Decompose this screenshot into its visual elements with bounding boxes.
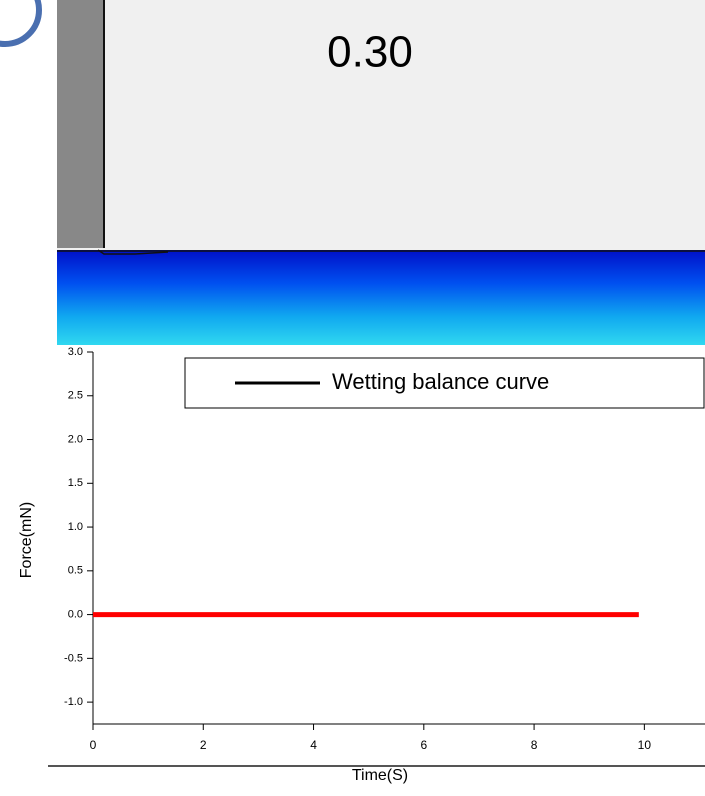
x-tick-label: 0 xyxy=(90,738,97,752)
y-tick-label: 0.5 xyxy=(68,565,83,577)
y-tick-label: 2.5 xyxy=(68,390,83,402)
y-tick-label: -1.0 xyxy=(64,696,83,708)
y-tick-label: 3.0 xyxy=(68,346,83,358)
y-tick-label: -0.5 xyxy=(64,652,83,664)
liquid xyxy=(57,250,705,345)
x-tick-label: 10 xyxy=(638,738,652,752)
y-tick-label: 1.0 xyxy=(68,521,83,533)
logo xyxy=(0,0,42,47)
x-axis-title: Time(S) xyxy=(352,767,408,784)
y-tick-label: 0.0 xyxy=(68,608,83,620)
simulation: 0.30 xyxy=(0,0,705,345)
x-tick-label: 6 xyxy=(420,738,427,752)
meniscus xyxy=(97,249,169,255)
y-tick-label: 2.0 xyxy=(68,433,83,445)
x-tick-label: 8 xyxy=(531,738,538,752)
air xyxy=(57,0,705,250)
y-axis-title: Force(mN) xyxy=(18,502,35,578)
x-tick-label: 2 xyxy=(200,738,207,752)
time-label: 0.30 xyxy=(327,28,413,77)
legend-label: Wetting balance curve xyxy=(332,369,549,394)
x-tick-label: 4 xyxy=(310,738,317,752)
y-tick-label: 1.5 xyxy=(68,477,83,489)
plate xyxy=(57,0,104,248)
